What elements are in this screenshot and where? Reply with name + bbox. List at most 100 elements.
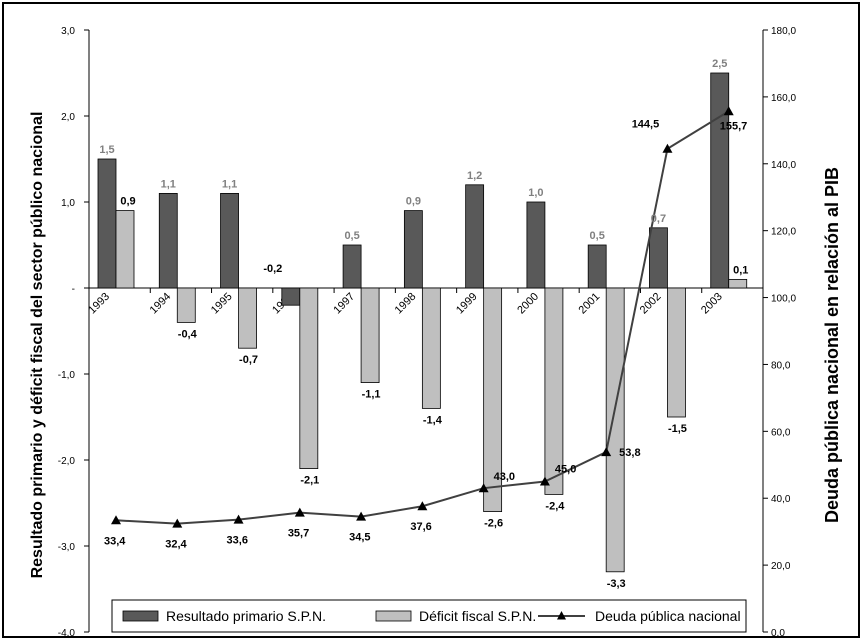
x-tick-label: 1994	[148, 291, 174, 317]
left-axis-label: Resultado primario y déficit fiscal del …	[29, 112, 46, 579]
data-label-deuda: 144,5	[632, 119, 660, 131]
data-label-deuda: 53,8	[619, 447, 640, 459]
bar-deficit	[667, 287, 686, 418]
legend: Resultado primario S.P.N. Déficit fiscal…	[111, 599, 747, 633]
x-tick-label: 2000	[515, 291, 541, 317]
data-label-resultado: 0,5	[344, 230, 359, 242]
data-label-deuda: 33,4	[104, 535, 126, 547]
data-label-deficit: 0,9	[120, 196, 135, 208]
data-label-deficit: -1,1	[362, 389, 381, 401]
data-label-deficit: 0,1	[733, 264, 748, 276]
data-label-resultado: -0,2	[263, 263, 282, 275]
legend-swatch-deficit	[375, 610, 412, 622]
bar-deficit	[421, 287, 441, 409]
left-tick-label: -4,0	[58, 628, 76, 639]
left-tick-label: 1,0	[61, 198, 75, 209]
data-label-resultado: 1,1	[161, 178, 176, 190]
data-label-resultado: 0,9	[406, 196, 421, 208]
bar-deficit	[299, 287, 319, 470]
right-tick-label: 80,0	[771, 360, 791, 371]
left-tick-label: -1,0	[58, 370, 76, 381]
data-label-deficit: -0,4	[178, 328, 198, 340]
x-tick-label: 2003	[699, 291, 725, 317]
x-tick-label: 1998	[393, 291, 419, 317]
marker-deuda	[111, 515, 121, 525]
marker-deuda	[601, 447, 612, 457]
marker-deuda	[172, 518, 183, 528]
bar-resultado	[526, 201, 546, 289]
right-axis-label: Deuda pública nacional en relación al PI…	[822, 167, 842, 523]
data-label-deuda: 34,5	[349, 532, 370, 544]
legend-box	[111, 599, 747, 633]
legend-label-deuda: Deuda pública nacional	[595, 608, 741, 624]
data-label-deuda: 33,6	[227, 535, 248, 547]
data-label-resultado: 2,5	[712, 58, 727, 70]
marker-deuda	[478, 483, 489, 493]
right-tick-label: 120,0	[771, 227, 796, 238]
bar-resultado	[281, 287, 301, 306]
bar-deficit	[605, 287, 625, 573]
right-tick-label: 140,0	[771, 160, 796, 171]
left-tick-label: -3,0	[58, 542, 76, 553]
left-tick-label: -	[72, 284, 75, 295]
data-label-deuda: 32,4	[165, 539, 187, 551]
marker-deuda	[539, 476, 550, 486]
marker-deuda	[417, 501, 428, 511]
bar-deficit	[360, 287, 380, 383]
x-tick-label: 1999	[454, 291, 480, 317]
bar-resultado	[220, 192, 239, 289]
data-label-deuda: 43,0	[494, 471, 515, 483]
data-label-deficit: -1,5	[668, 423, 687, 435]
bar-resultado	[158, 192, 178, 289]
legend-label-resultado: Resultado primario S.P.N.	[166, 608, 326, 624]
data-label-deficit: -2,6	[484, 518, 503, 530]
right-tick-label: 100,0	[771, 294, 796, 305]
bar-resultado	[97, 158, 117, 289]
bar-resultado	[342, 244, 362, 289]
marker-deuda	[233, 514, 244, 524]
left-tick-label: 3,0	[61, 26, 75, 37]
left-tick-label: -2,0	[58, 456, 76, 467]
bar-deficit	[728, 278, 748, 289]
data-label-resultado: 1,2	[467, 170, 482, 182]
bar-resultado	[465, 184, 485, 289]
data-label-deficit: -3,3	[607, 578, 626, 590]
data-label-resultado: 1,5	[99, 144, 114, 156]
bar-resultado	[587, 244, 607, 289]
data-label-deficit: -2,1	[300, 475, 319, 487]
marker-deuda	[723, 106, 734, 116]
data-label-deficit: -0,7	[239, 354, 258, 366]
x-tick-label: 2001	[577, 291, 603, 317]
data-label-deuda: 35,7	[288, 528, 309, 540]
bar-deficit	[176, 287, 196, 323]
data-label-resultado: 0,7	[651, 213, 666, 225]
x-tick-label: 2002	[638, 291, 664, 317]
data-label-deficit: -2,4	[545, 500, 565, 512]
right-tick-label: 40,0	[771, 494, 791, 505]
marker-deuda	[294, 507, 305, 517]
legend-swatch-resultado	[122, 610, 159, 622]
data-label-deuda: 37,6	[410, 521, 431, 533]
bar-resultado	[649, 227, 668, 289]
right-tick-label: 20,0	[771, 561, 791, 572]
legend-marker-deuda	[557, 611, 566, 620]
bar-deficit	[483, 287, 503, 513]
right-tick-label: 180,0	[771, 26, 796, 37]
bar-deficit	[238, 287, 257, 349]
marker-deuda	[356, 511, 367, 521]
data-label-resultado: 0,5	[590, 230, 605, 242]
legend-label-deficit: Déficit fiscal S.P.N.	[419, 608, 536, 624]
bar-deficit	[544, 287, 564, 495]
data-label-resultado: 1,0	[528, 187, 543, 199]
marker-deuda	[662, 143, 673, 153]
right-tick-label: 0,0	[771, 628, 785, 639]
left-tick-label: 2,0	[61, 112, 75, 123]
data-label-resultado: 1,1	[222, 178, 237, 190]
data-label-deuda: 45,0	[555, 464, 576, 476]
data-label-deficit: -1,4	[423, 414, 443, 426]
x-tick-label: 1995	[209, 291, 235, 317]
right-tick-label: 60,0	[771, 427, 791, 438]
x-tick-label: 1993	[86, 291, 112, 317]
x-tick-label: 1997	[331, 291, 357, 317]
